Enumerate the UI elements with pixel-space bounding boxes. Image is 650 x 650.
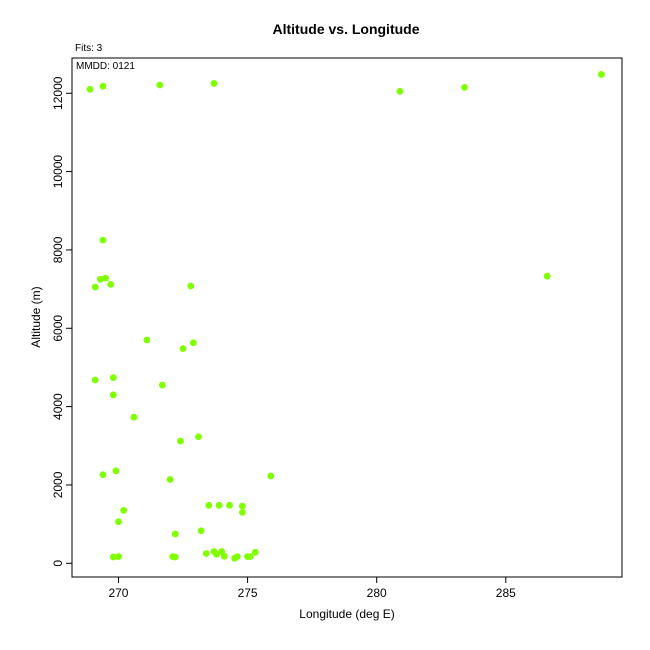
- x-tick-label: 280: [367, 586, 387, 600]
- y-tick-label: 2000: [51, 471, 65, 498]
- data-point: [246, 553, 254, 561]
- data-points: [86, 71, 605, 562]
- data-point: [115, 553, 122, 561]
- data-point: [189, 339, 197, 347]
- x-tick-label: 275: [238, 586, 258, 600]
- data-point: [112, 467, 120, 475]
- data-point: [158, 381, 166, 389]
- data-point: [91, 376, 99, 384]
- data-point: [177, 437, 184, 445]
- chart-title: Altitude vs. Longitude: [273, 21, 420, 37]
- data-point: [202, 550, 210, 557]
- data-point: [86, 85, 94, 93]
- plot-frame: [71, 57, 623, 578]
- data-point: [226, 501, 233, 509]
- data-point: [233, 553, 241, 561]
- fits-annotation: Fits: 3: [75, 43, 103, 54]
- data-point: [239, 502, 246, 510]
- data-point: [461, 83, 468, 91]
- x-tick-label: 285: [496, 586, 516, 600]
- data-point: [109, 374, 117, 382]
- y-tick-label: 8000: [51, 236, 65, 263]
- y-tick-label: 12000: [51, 76, 65, 110]
- data-point: [195, 433, 202, 441]
- data-point: [239, 508, 246, 516]
- y-tick-label: 0: [51, 560, 65, 567]
- data-point: [396, 87, 404, 95]
- data-point: [130, 413, 138, 421]
- data-point: [107, 281, 115, 288]
- data-point: [210, 80, 218, 87]
- data-point: [171, 530, 179, 538]
- data-point: [109, 553, 117, 561]
- data-point: [171, 553, 179, 561]
- data-point: [220, 552, 228, 560]
- data-point: [99, 471, 107, 479]
- data-point: [267, 472, 275, 480]
- data-point: [215, 501, 223, 509]
- data-point: [115, 518, 122, 526]
- data-point: [197, 527, 205, 535]
- y-tick-label: 10000: [51, 155, 65, 189]
- data-point: [251, 548, 259, 556]
- data-point: [156, 81, 164, 89]
- y-tick-label: 4000: [51, 393, 65, 420]
- data-point: [99, 82, 107, 90]
- data-point: [213, 550, 221, 558]
- data-point: [143, 336, 151, 344]
- data-point: [91, 283, 99, 291]
- y-tick-label: 6000: [51, 315, 65, 342]
- x-tick-label: 270: [108, 586, 128, 600]
- data-point: [102, 274, 109, 282]
- y-axis-label: Altitude (m): [29, 286, 43, 347]
- y-axis: 0 2000 4000 6000 8000 10000 12000: [51, 76, 73, 567]
- data-point: [597, 71, 605, 78]
- data-point: [205, 501, 213, 509]
- x-axis: 270 275 280 285: [108, 576, 516, 600]
- data-point: [99, 236, 107, 244]
- data-point: [109, 391, 117, 399]
- data-point: [543, 272, 551, 280]
- mmdd-annotation: MMDD: 0121: [76, 61, 135, 72]
- data-point: [120, 507, 128, 514]
- data-point: [187, 282, 195, 290]
- data-point: [97, 275, 104, 283]
- data-point: [179, 345, 187, 353]
- x-axis-label: Longitude (deg E): [299, 607, 394, 621]
- data-point: [166, 476, 174, 483]
